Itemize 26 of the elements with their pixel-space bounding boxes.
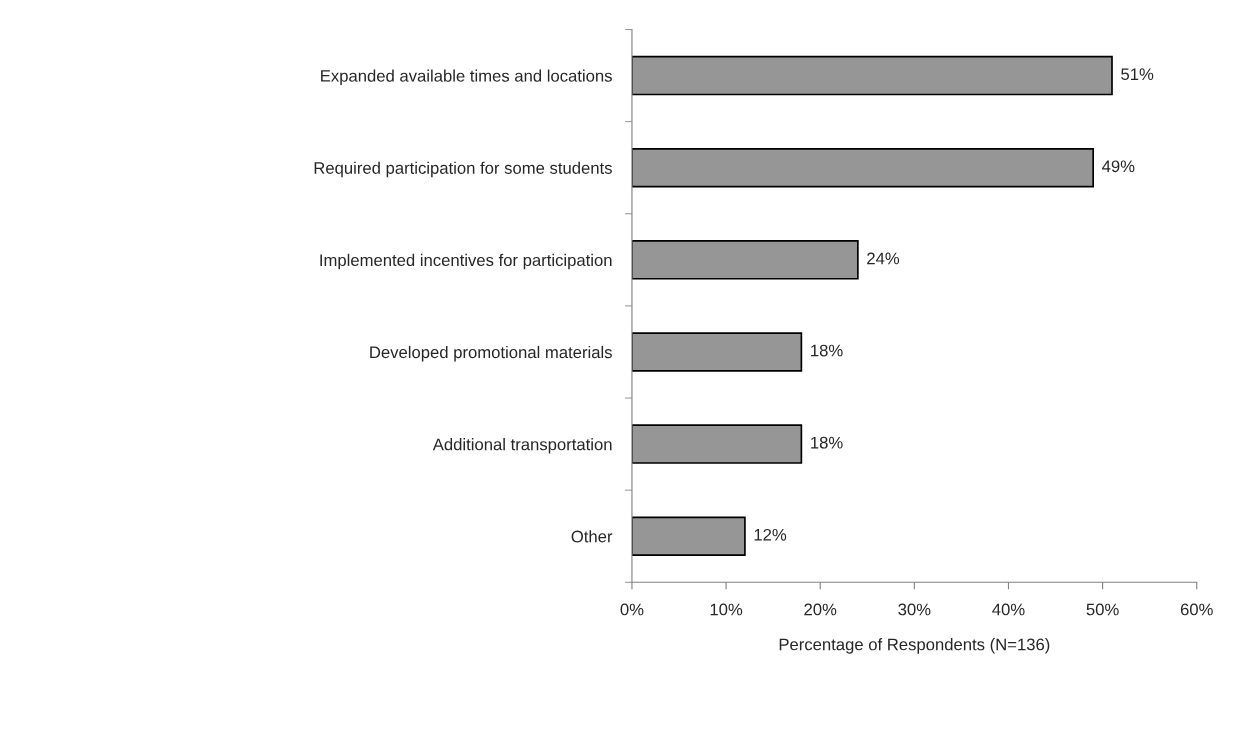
data-label: 24% [867,252,900,265]
y-tick-label: Other [571,530,613,543]
y-tick-label: Developed promotional materials [370,345,612,362]
bar [631,332,803,372]
y-tick-label: Expanded available times and locations [321,69,612,86]
x-tick-label: 30% [898,603,931,616]
x-tick-label: 40% [992,603,1025,616]
x-tick-label: 60% [1180,603,1213,616]
x-tick-label: 10% [710,603,743,616]
x-tick-label: 50% [1086,603,1119,616]
bar [631,147,1095,188]
x-tick-label: 20% [804,603,837,616]
y-tick-label: Implemented incentives for participation [320,253,612,270]
bar [631,424,803,464]
x-axis-title: Percentage of Respondents (N=136) [779,638,1050,654]
bar [631,240,859,280]
bar [631,516,746,556]
bar [631,55,1113,96]
data-label: 18% [811,436,843,449]
data-label: 51% [1121,68,1154,81]
y-tick-label: Required participation for some students [314,161,612,178]
data-label: 49% [1102,160,1135,173]
x-tick-label: 0% [620,603,644,616]
data-label: 18% [811,344,843,357]
data-label: 12% [754,528,787,541]
y-tick-label: Additional transportation [432,438,612,454]
